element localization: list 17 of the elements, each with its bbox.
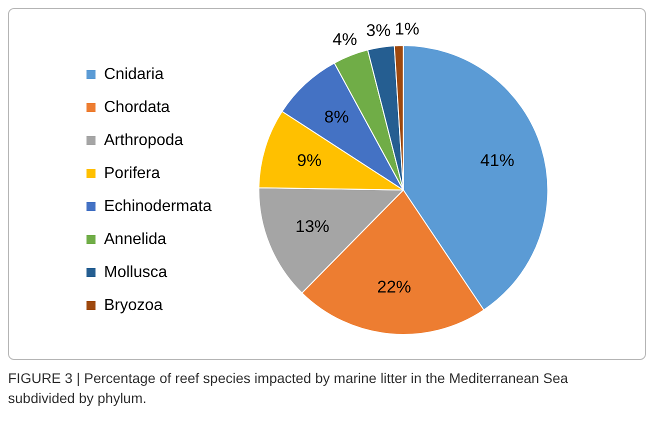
data-label: 4% (332, 30, 358, 50)
legend-label: Chordata (104, 98, 170, 116)
legend-label: Arthropoda (104, 132, 184, 149)
legend-label: Annelida (104, 230, 166, 248)
data-label: 41% (480, 151, 514, 170)
data-label: 8% (324, 108, 349, 127)
data-label: 13% (295, 216, 330, 236)
legend-label: Bryozoa (104, 296, 163, 314)
legend-label: Mollusca (104, 264, 168, 281)
data-label: 22% (377, 278, 412, 297)
data-label: 9% (297, 151, 322, 170)
legend-label: Cnidaria (104, 66, 164, 83)
legend-label: Porifera (104, 164, 160, 182)
data-label: 1% (394, 19, 420, 38)
data-label: 3% (366, 21, 391, 40)
legend-label: Echinodermata (104, 198, 212, 215)
caption: FIGURE 3 | Percentage of reef species impacted by marine litter in the Mediterranean Sea subdivided by phylum. (8, 369, 570, 408)
